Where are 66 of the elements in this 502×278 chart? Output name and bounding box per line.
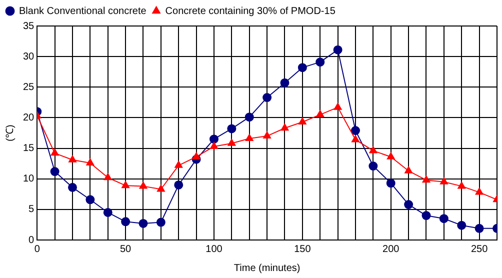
- point: [440, 177, 448, 184]
- point: [404, 166, 413, 174]
- point: [263, 132, 272, 139]
- point: [50, 167, 60, 176]
- x-tick-label: 250: [470, 244, 488, 255]
- point: [138, 218, 148, 228]
- legend-label: Concrete containing 30% of PMOD-15: [165, 6, 336, 17]
- point: [422, 176, 430, 183]
- point: [227, 124, 236, 134]
- point: [334, 102, 342, 110]
- point: [280, 78, 290, 88]
- point: [439, 214, 448, 224]
- point: [244, 112, 254, 122]
- y-tick-label: 35: [23, 20, 35, 32]
- point: [245, 134, 254, 142]
- point: [210, 142, 218, 149]
- point: [475, 188, 484, 195]
- point: [298, 117, 306, 124]
- point: [458, 182, 466, 189]
- point: [404, 200, 414, 210]
- x-tick-label: 200: [382, 244, 400, 255]
- point: [351, 126, 360, 136]
- point: [280, 124, 289, 131]
- point: [210, 134, 218, 144]
- point: [68, 155, 76, 162]
- point: [156, 218, 166, 227]
- x-tick-label: 50: [120, 244, 132, 255]
- point: [68, 182, 77, 192]
- point: [174, 160, 183, 168]
- y-axis-title: (℃): [4, 124, 16, 142]
- y-tick-label: 25: [23, 82, 35, 93]
- point: [104, 173, 112, 180]
- point: [369, 146, 378, 154]
- x-tick-label: 100: [206, 244, 223, 255]
- point: [86, 158, 94, 166]
- y-tick-label: 20: [23, 112, 35, 124]
- point: [174, 180, 184, 190]
- point: [386, 152, 395, 160]
- point: [368, 162, 378, 171]
- point: [386, 178, 396, 188]
- y-tick-label: 10: [23, 174, 35, 185]
- point: [298, 63, 307, 72]
- point: [422, 211, 431, 220]
- point: [103, 208, 112, 217]
- point: [457, 220, 466, 230]
- point: [192, 152, 200, 160]
- x-tick-label: 150: [294, 244, 312, 255]
- point: [316, 58, 325, 67]
- legend-label: Blank Conventional concrete: [19, 6, 147, 17]
- point: [316, 110, 324, 118]
- point: [156, 184, 165, 192]
- point: [474, 224, 484, 233]
- point: [352, 135, 360, 142]
- x-axis-title: Time (minutes): [234, 262, 300, 274]
- point: [50, 148, 59, 156]
- point: [122, 181, 130, 188]
- point: [333, 45, 342, 54]
- point: [121, 217, 130, 226]
- point: [262, 93, 272, 102]
- y-tick-label: 30: [23, 51, 35, 62]
- point: [228, 138, 236, 146]
- y-tick-label: 15: [23, 143, 35, 154]
- point: [139, 182, 148, 189]
- y-tick-label: 5: [28, 204, 35, 216]
- point: [86, 195, 95, 204]
- y-tick-label: 0: [28, 234, 35, 246]
